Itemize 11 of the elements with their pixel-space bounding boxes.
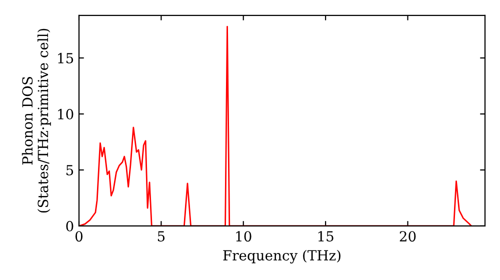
x-tick-label: 20 [400, 231, 416, 242]
y-tick-label: 5 [66, 165, 74, 176]
x-tick-label: 10 [236, 231, 252, 242]
y-axis-title: Phonon DOS (States/THz·primitive cell) [22, 28, 51, 213]
x-tick-label: 0 [75, 231, 82, 242]
y-tick-label: 15 [58, 52, 74, 64]
y-tick-label: 10 [58, 108, 74, 120]
x-tick-label: 5 [158, 231, 165, 242]
x-tick-label: 15 [318, 231, 334, 242]
y-tick-label: 0 [66, 220, 74, 232]
x-axis-title: Frequency (THz) [223, 250, 340, 264]
